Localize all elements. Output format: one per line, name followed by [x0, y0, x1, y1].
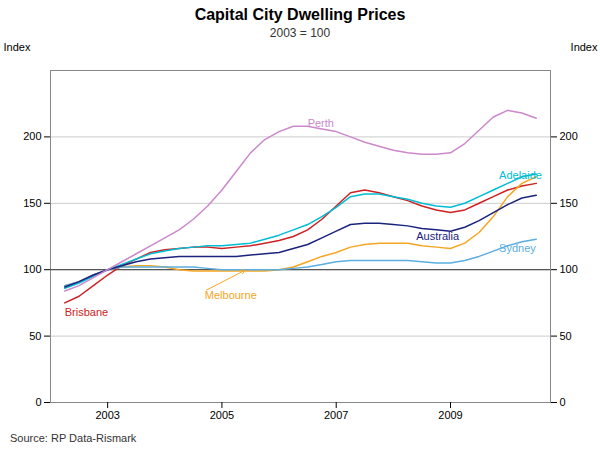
svg-text:0: 0 [35, 396, 41, 408]
html-text:Source: RP Data-Rismark: Source: RP Data-Rismark [10, 432, 137, 444]
svg-text:200: 200 [560, 130, 578, 142]
svg-text:150: 150 [560, 197, 578, 209]
svg-text:Perth: Perth [308, 117, 334, 129]
svg-text:Brisbane: Brisbane [65, 306, 108, 318]
svg-text:50: 50 [29, 330, 41, 342]
svg-text:200: 200 [23, 130, 41, 142]
svg-text:2009: 2009 [438, 409, 462, 421]
svg-text:0: 0 [560, 396, 566, 408]
svg-text:2003: 2003 [95, 409, 119, 421]
svg-text:Sydney: Sydney [499, 242, 536, 254]
svg-text:50: 50 [560, 330, 572, 342]
svg-text:100: 100 [23, 263, 41, 275]
svg-text:2007: 2007 [324, 409, 348, 421]
html-text:Capital City Dwelling Prices: Capital City Dwelling Prices [194, 6, 406, 23]
svg-text:Index: Index [4, 41, 31, 53]
svg-text:Australia: Australia [416, 230, 460, 242]
svg-text:Adelaide: Adelaide [499, 169, 542, 181]
svg-text:100: 100 [560, 263, 578, 275]
svg-text:Index: Index [571, 41, 598, 53]
svg-text:2005: 2005 [210, 409, 234, 421]
svg-text:150: 150 [23, 197, 41, 209]
svg-text:Melbourne: Melbourne [205, 289, 257, 301]
html-text:2003 = 100: 2003 = 100 [269, 26, 331, 40]
